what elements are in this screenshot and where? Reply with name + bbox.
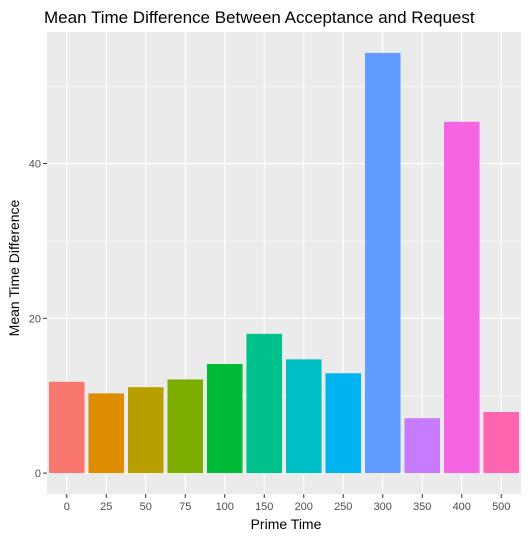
minor-gridlines [47,85,521,396]
bar-0 [48,381,85,474]
x-tick-label: 250 [334,501,352,513]
bar-75 [167,379,204,474]
x-tick-label: 300 [374,501,392,513]
x-tick-label: 25 [100,501,112,513]
y-tick-label: 20 [29,313,41,325]
x-tick-label: 75 [179,501,191,513]
bar-200 [285,359,322,474]
y-axis: 0 20 40 [29,159,47,480]
x-axis-title: Prime Time [251,516,322,532]
bar-25 [88,393,125,474]
x-tick-label: 400 [453,501,471,513]
bar-250 [325,373,362,474]
x-tick-label: 200 [295,501,313,513]
bars [48,52,520,474]
x-tick-label: 350 [413,501,431,513]
bar-350 [404,418,441,474]
bar-300 [364,52,401,474]
y-tick-label: 40 [29,159,41,171]
bar-100 [206,363,243,474]
x-tick-label: 500 [492,501,510,513]
bar-150 [246,333,283,474]
x-tick-label: 150 [255,501,273,513]
chart-title: Mean Time Difference Between Acceptance … [44,8,475,27]
x-axis: 0 25 50 75 100 150 200 250 300 350 400 500 [64,494,510,513]
x-tick-label: 100 [216,501,234,513]
bar-400 [443,121,480,474]
y-tick-label: 0 [35,468,41,480]
plot-panel [47,32,521,494]
bar-500 [483,411,520,474]
y-axis-title: Mean Time Difference [6,199,22,336]
x-tick-label: 50 [140,501,152,513]
bar-50 [127,387,164,474]
x-tick-label: 0 [64,501,70,513]
